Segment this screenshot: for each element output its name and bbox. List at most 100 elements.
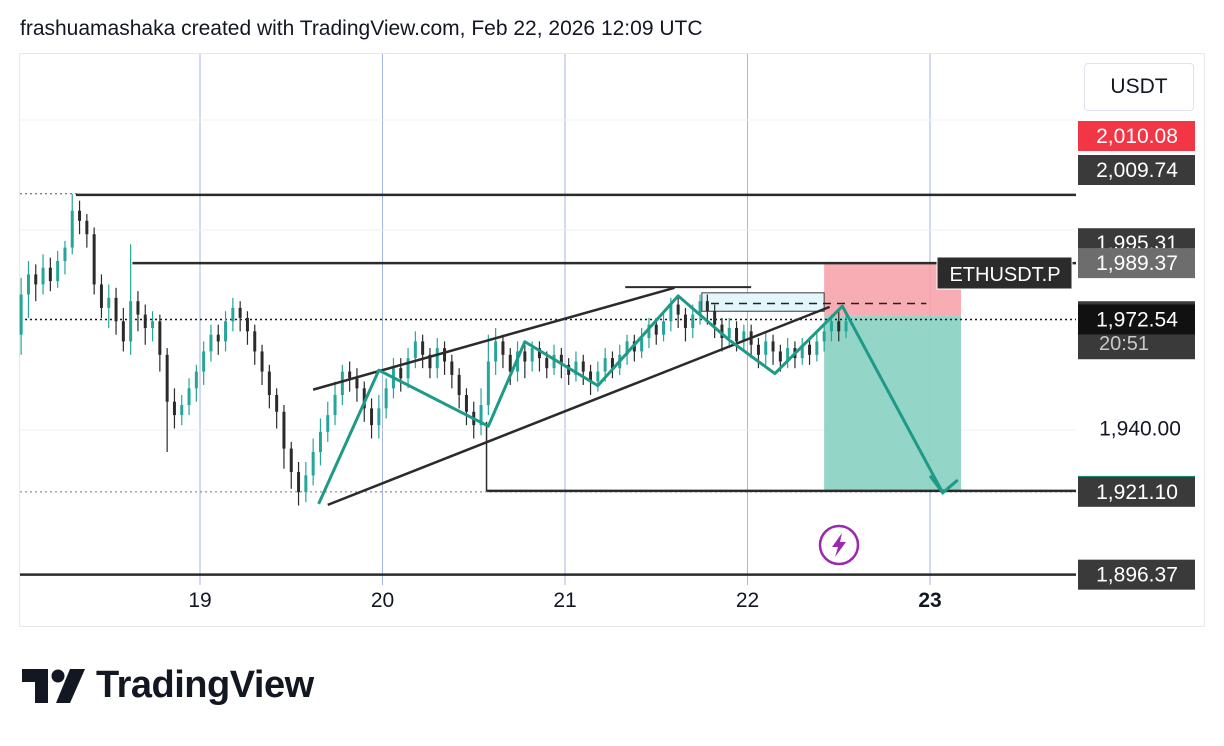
position-zones xyxy=(824,263,962,491)
candle-body xyxy=(778,351,782,362)
candle-body xyxy=(742,331,746,342)
candle-body xyxy=(683,314,687,328)
candle-body xyxy=(114,297,118,322)
candle-body xyxy=(443,348,447,362)
candle-body xyxy=(136,301,140,315)
candle-body xyxy=(216,334,220,342)
candle-body xyxy=(808,344,812,355)
candle-body xyxy=(640,338,644,352)
price-badge-text: 2,009.74 xyxy=(1096,159,1178,182)
candle-body xyxy=(172,401,176,416)
projection-path xyxy=(317,294,945,505)
candle-body xyxy=(596,371,600,382)
candle-body xyxy=(406,358,410,379)
candle-body xyxy=(187,388,191,406)
candle-body xyxy=(92,234,96,285)
candle-body xyxy=(457,374,461,395)
candle-body xyxy=(756,344,760,355)
candle-body xyxy=(56,261,60,282)
candle-body xyxy=(340,371,344,395)
candle-body xyxy=(63,247,67,261)
candle-body xyxy=(326,415,330,432)
wedge-lower-trendline xyxy=(327,305,831,507)
candle-body xyxy=(669,304,673,322)
candle-body xyxy=(297,472,301,493)
candle-body xyxy=(421,341,425,355)
candle-body xyxy=(764,341,768,355)
candle-body xyxy=(720,324,724,339)
price-scale-labels: 2,010.082,009.741,995.311,989.371,973.51… xyxy=(1078,121,1195,590)
candle-body xyxy=(574,361,578,375)
candle-body xyxy=(318,431,322,452)
time-axis: 19 20 21 22 23 xyxy=(188,589,941,612)
time-axis-tick: 20 xyxy=(371,589,394,612)
candle-body xyxy=(282,411,286,449)
candle-body xyxy=(589,371,593,382)
candle-body xyxy=(545,358,549,369)
price-badge xyxy=(1078,559,1195,590)
price-axis: 1,940.00 xyxy=(1099,418,1181,441)
candle-body xyxy=(289,448,293,473)
candle-body xyxy=(311,451,315,476)
candle-body xyxy=(70,210,74,248)
candle-body xyxy=(267,371,271,395)
chart-drawings: ETHUSDT.P xyxy=(312,256,1073,507)
candle-body xyxy=(224,321,228,342)
candle-body xyxy=(85,220,89,235)
candle-body xyxy=(238,307,242,318)
candle-body xyxy=(662,321,666,335)
candle-body xyxy=(19,294,23,335)
candle-body xyxy=(501,341,505,355)
candle-body xyxy=(844,321,848,332)
candle-body xyxy=(523,351,527,362)
candle-body xyxy=(377,408,381,426)
candle-body xyxy=(567,364,571,375)
candle-body xyxy=(428,354,432,369)
candle-body xyxy=(26,274,30,295)
candle-body xyxy=(48,267,52,282)
price-badge xyxy=(1078,248,1195,279)
tradingview-logo-icon xyxy=(22,668,85,703)
currency-selector[interactable]: USDT xyxy=(1084,63,1194,111)
candle-body xyxy=(151,321,155,328)
candle-body xyxy=(209,334,213,352)
candle-body xyxy=(384,388,388,409)
wedge-upper-trendline xyxy=(312,286,675,391)
time-axis-tick: 21 xyxy=(553,589,576,612)
candle-body xyxy=(34,274,38,285)
candle-body xyxy=(676,304,680,315)
candle-body xyxy=(822,331,826,342)
candle-body xyxy=(494,341,498,362)
candle-body xyxy=(552,354,556,369)
candle-body xyxy=(691,314,695,328)
candle-body xyxy=(41,267,45,285)
candle-body xyxy=(202,351,206,372)
candle-body xyxy=(479,405,483,426)
chart-frame xyxy=(19,53,1205,627)
candle-body xyxy=(413,341,417,359)
candle-body xyxy=(713,311,717,325)
arrowhead xyxy=(929,475,959,496)
price-badge-text: 1,989.37 xyxy=(1096,252,1178,275)
candle-body xyxy=(370,408,374,426)
candle-body xyxy=(78,210,82,221)
candle-body xyxy=(800,344,804,359)
candle-body xyxy=(194,371,198,389)
candle-body xyxy=(559,354,563,365)
candle-body xyxy=(603,358,607,372)
chart-attribution: frashuamashaka created with TradingView.… xyxy=(20,17,703,40)
candle-body xyxy=(815,341,819,355)
candle-body xyxy=(275,395,279,412)
candle-body xyxy=(829,321,833,332)
candle-body xyxy=(129,301,133,342)
horizontal-levels xyxy=(20,193,1076,576)
candle-body xyxy=(165,354,169,402)
candle-body xyxy=(464,395,468,412)
candle-body xyxy=(435,348,439,369)
candle-body xyxy=(180,405,184,416)
time-axis-tick: 23 xyxy=(918,589,941,612)
lightning-bolt-icon[interactable] xyxy=(818,524,860,566)
price-badge xyxy=(1078,121,1195,151)
entry-box xyxy=(701,292,825,312)
